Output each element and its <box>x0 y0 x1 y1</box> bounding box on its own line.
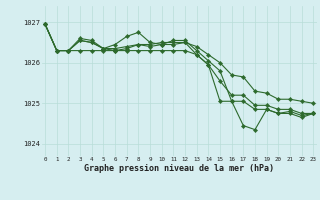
X-axis label: Graphe pression niveau de la mer (hPa): Graphe pression niveau de la mer (hPa) <box>84 164 274 173</box>
